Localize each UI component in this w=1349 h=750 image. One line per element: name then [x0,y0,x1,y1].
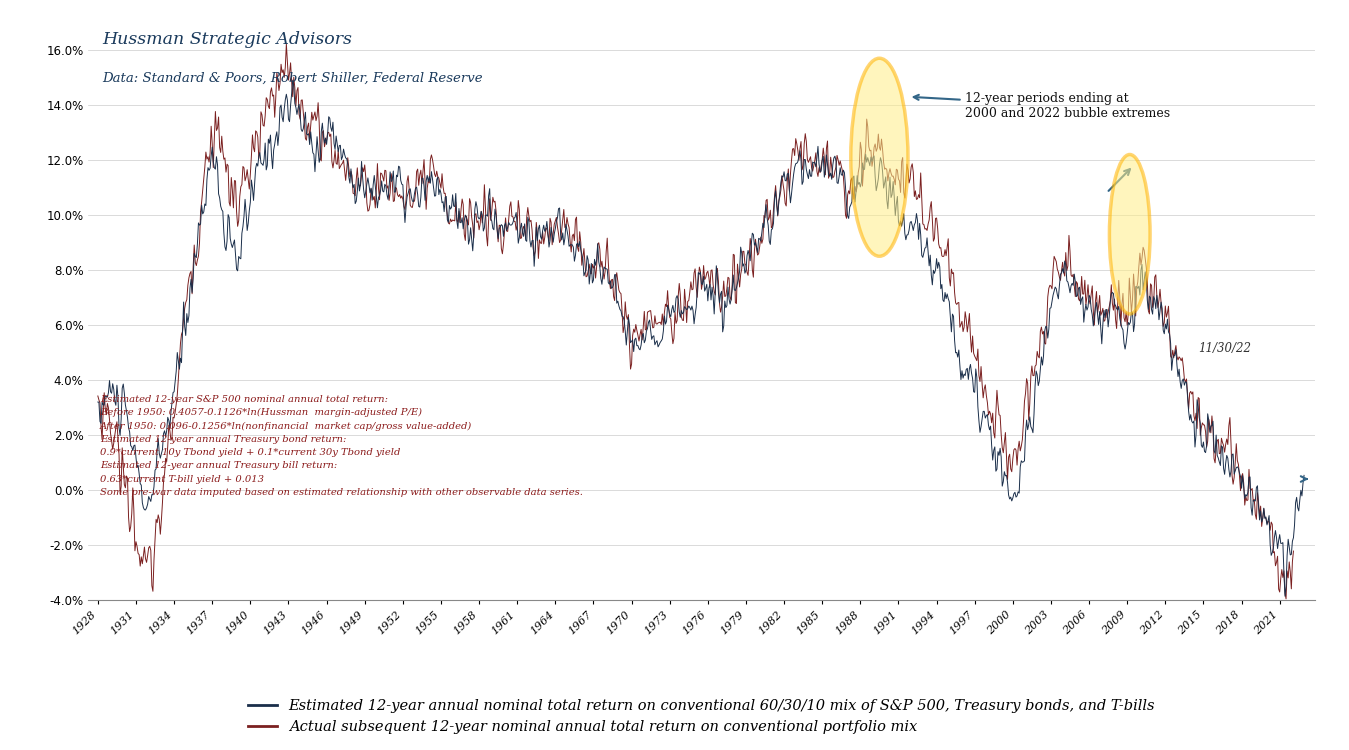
Text: Hussman Strategic Advisors: Hussman Strategic Advisors [103,32,352,48]
Text: 11/30/22: 11/30/22 [1199,342,1252,355]
Text: Estimated 12-year S&P 500 nominal annual total return:
Before 1950: 0.4057-0.112: Estimated 12-year S&P 500 nominal annual… [100,395,583,496]
Text: 12-year periods ending at
2000 and 2022 bubble extremes: 12-year periods ending at 2000 and 2022 … [913,92,1171,120]
Ellipse shape [851,58,908,256]
Text: Data: Standard & Poors, Robert Shiller, Federal Reserve: Data: Standard & Poors, Robert Shiller, … [103,71,483,85]
Ellipse shape [1109,154,1151,314]
Legend: Estimated 12-year annual nominal total return on conventional 60/30/10 mix of S&: Estimated 12-year annual nominal total r… [241,693,1161,740]
